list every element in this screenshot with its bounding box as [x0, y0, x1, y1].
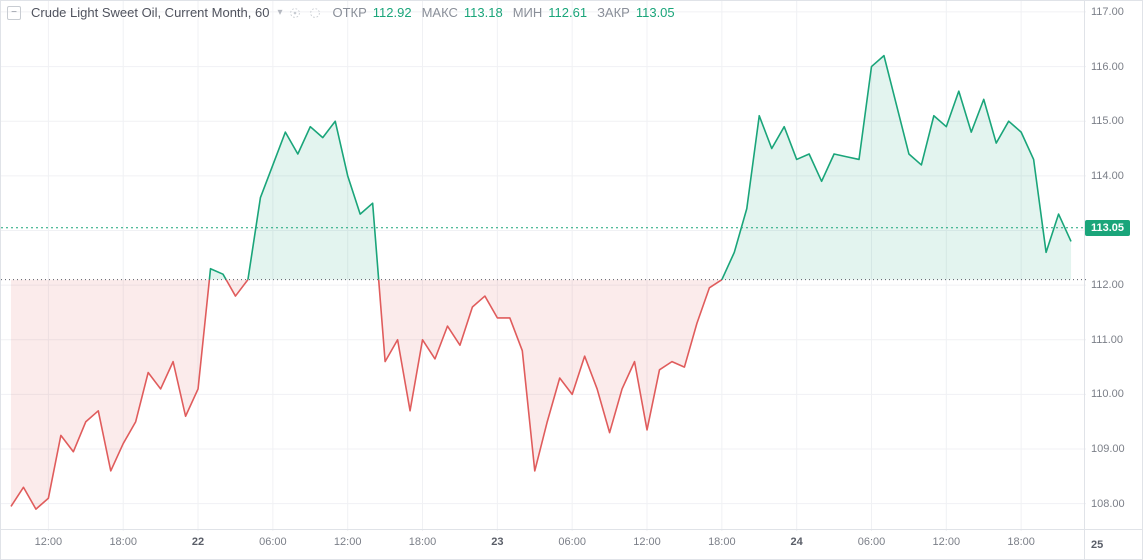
x-tick: 18:00 [1007, 536, 1035, 548]
symbol-name[interactable]: Crude Light Sweet Oil, Current Month, 60 [31, 5, 269, 20]
collapse-icon[interactable]: − [7, 6, 21, 20]
open-label: ОТКР [332, 5, 366, 20]
y-axis[interactable]: 108.00109.00110.00111.00112.00113.00114.… [1084, 1, 1142, 531]
settings-dots-icon[interactable] [308, 6, 322, 20]
y-tick: 116.00 [1091, 61, 1124, 73]
chart-svg [1, 1, 1086, 531]
y-tick: 115.00 [1091, 115, 1124, 127]
x-tick: 23 [491, 536, 503, 548]
high-value: 113.18 [464, 5, 503, 20]
x-tick: 24 [791, 536, 803, 548]
y-tick: 117.00 [1091, 6, 1124, 18]
y-tick: 112.00 [1091, 279, 1124, 291]
x-tick: 12:00 [633, 536, 661, 548]
y-tick: 111.00 [1091, 334, 1123, 346]
visibility-icon[interactable] [288, 6, 302, 20]
low-value: 112.61 [548, 5, 587, 20]
chart-container: − Crude Light Sweet Oil, Current Month, … [0, 0, 1143, 560]
low-label: МИН [513, 5, 543, 20]
x-tick: 06:00 [558, 536, 586, 548]
y-tick: 114.00 [1091, 170, 1124, 182]
last-price-tag: 113.05 [1085, 220, 1130, 236]
x-tick: 18:00 [409, 536, 437, 548]
x-tick: 22 [192, 536, 204, 548]
x-tick: 18:00 [109, 536, 137, 548]
y-tick: 108.00 [1091, 498, 1125, 510]
x-tick: 18:00 [708, 536, 736, 548]
x-axis-corner: 25 [1084, 529, 1142, 559]
corner-label: 25 [1091, 539, 1103, 551]
y-tick: 110.00 [1091, 388, 1124, 400]
chart-plot[interactable] [1, 1, 1086, 531]
chevron-down-icon[interactable]: ▾ [277, 7, 282, 18]
close-value: 113.05 [636, 5, 675, 20]
x-tick: 06:00 [259, 536, 287, 548]
open-value: 112.92 [373, 5, 412, 20]
x-tick: 06:00 [858, 536, 886, 548]
chart-header: − Crude Light Sweet Oil, Current Month, … [7, 5, 675, 20]
x-tick: 12:00 [933, 536, 961, 548]
x-tick: 12:00 [35, 536, 63, 548]
high-label: МАКС [422, 5, 458, 20]
close-label: ЗАКР [597, 5, 630, 20]
x-axis[interactable]: 12:00 18:00 22 06:00 12:00 18:00 23 06:00 12:00 1… [1, 529, 1086, 559]
y-tick: 109.00 [1091, 443, 1125, 455]
x-tick: 12:00 [334, 536, 362, 548]
